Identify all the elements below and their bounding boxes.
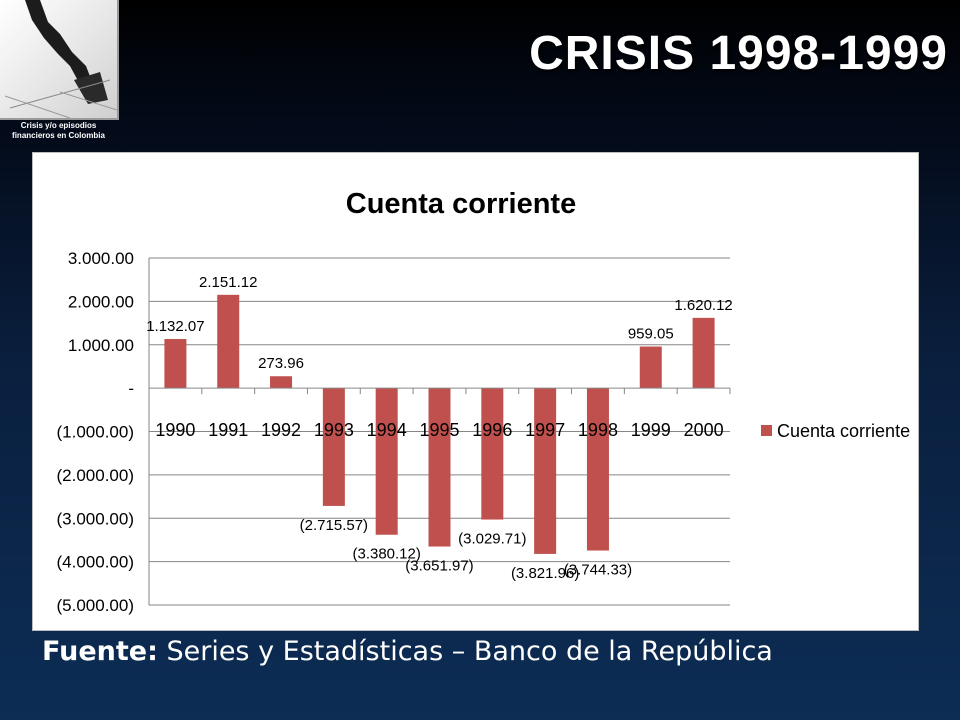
falling-arrow-icon <box>4 0 117 118</box>
x-tick-label: 1998 <box>578 420 618 440</box>
bar-1990 <box>164 339 187 389</box>
data-label: (2.715.57) <box>300 517 368 534</box>
data-label: 273.96 <box>258 355 304 372</box>
bar-2000 <box>692 317 715 389</box>
y-tick-label: 2.000.00 <box>68 292 134 311</box>
legend-swatch <box>761 425 772 436</box>
source-line: Fuente: Series y Estadísticas – Banco de… <box>42 636 773 667</box>
y-tick-label: (2.000.00) <box>57 466 135 485</box>
x-tick-label: 1996 <box>472 420 512 440</box>
page-title: CRISIS 1998-1999 <box>529 27 948 80</box>
data-label: 1.132.07 <box>146 318 204 335</box>
bar-1995 <box>428 388 451 547</box>
y-tick-label: 1.000.00 <box>68 336 134 355</box>
x-tick-label: 1990 <box>155 420 195 440</box>
y-tick-label: (5.000.00) <box>57 596 135 615</box>
x-tick-label: 1995 <box>419 420 459 440</box>
data-label: 1.620.12 <box>674 297 732 314</box>
legend-label: Cuenta corriente <box>777 421 910 441</box>
bar-1994 <box>375 388 398 535</box>
data-label: (3.651.97) <box>405 558 473 575</box>
chart-panel: Cuenta corriente 3.000.00 2.000.00 1.000.00… <box>32 152 919 631</box>
data-label: (3.380.12) <box>352 546 420 563</box>
bar-chart: Cuenta corriente 3.000.00 2.000.00 1.000.00… <box>57 188 911 615</box>
source-text: Series y Estadísticas – Banco de la Repú… <box>166 636 773 667</box>
x-tick-label: 1997 <box>525 420 565 440</box>
logo-image <box>0 0 119 120</box>
logo-caption-line1: Crisis y/o episodios <box>20 121 97 130</box>
bar-1996 <box>481 388 504 520</box>
x-tick-label: 1999 <box>631 420 671 440</box>
x-tick-label: 2000 <box>684 420 724 440</box>
bar-1992 <box>270 376 293 389</box>
x-tick-label: 1992 <box>261 420 301 440</box>
y-tick-label: (3.000.00) <box>57 509 135 528</box>
logo-caption: Crisis y/o episodios financieros en Colo… <box>0 121 117 141</box>
data-label: (3.029.71) <box>458 531 526 548</box>
data-label: 2.151.12 <box>199 274 257 291</box>
x-tick-label: 1994 <box>367 420 407 440</box>
bar-1997 <box>534 388 557 554</box>
data-label: (3.744.33) <box>564 562 632 579</box>
y-tick-label: 3.000.00 <box>68 249 134 268</box>
logo-caption-line2: financieros en Colombia <box>12 131 105 140</box>
source-label: Fuente: <box>42 636 158 667</box>
y-tick-label: - <box>128 379 134 398</box>
bar-1998 <box>586 388 609 551</box>
data-label: 959.05 <box>628 326 674 343</box>
bar-1991 <box>217 294 240 389</box>
bar-1993 <box>322 388 345 506</box>
chart-title: Cuenta corriente <box>346 188 576 220</box>
y-tick-label: (4.000.00) <box>57 553 135 572</box>
data-label: (3.821.96) <box>511 565 579 582</box>
x-tick-label: 1993 <box>314 420 354 440</box>
bar-1999 <box>639 346 662 389</box>
y-tick-label: (1.000.00) <box>57 423 135 442</box>
x-tick-label: 1991 <box>208 420 248 440</box>
